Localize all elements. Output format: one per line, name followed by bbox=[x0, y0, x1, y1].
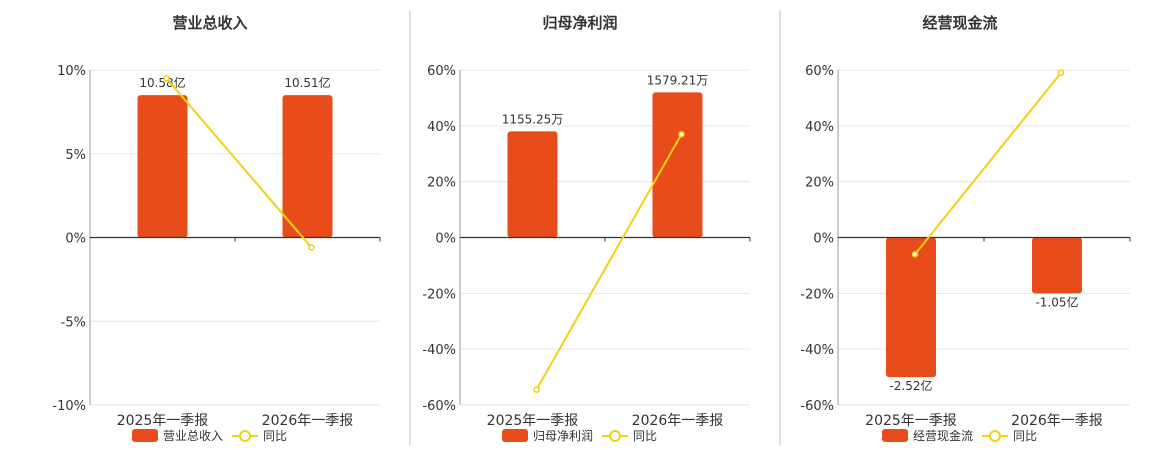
yoy-point bbox=[533, 386, 540, 393]
bar bbox=[137, 95, 188, 238]
bar bbox=[652, 92, 703, 238]
chart-1: 营业总收入 10% 5% 0% -5% -10% 10.58亿 10.51亿 2025年一季报 2… bbox=[52, 14, 381, 443]
y-tick-label: 60% bbox=[805, 64, 834, 79]
yoy-point bbox=[911, 251, 919, 258]
legend-bar-label: 营业总收入 bbox=[163, 429, 223, 443]
y-tick-label: -10% bbox=[52, 399, 86, 414]
chart-title: 经营现金流 bbox=[922, 14, 997, 32]
chart-title: 归母净利润 bbox=[542, 14, 617, 32]
y-tick-label: 60% bbox=[427, 64, 456, 79]
y-tick-label: 20% bbox=[427, 176, 456, 191]
bar-data-label: 1155.25万 bbox=[502, 112, 564, 126]
bar bbox=[1032, 237, 1082, 294]
yoy-point bbox=[1057, 69, 1065, 77]
category-label: 2025年一季报 bbox=[117, 413, 209, 429]
bar-data-label: 10.58亿 bbox=[139, 75, 185, 90]
yoy-point bbox=[163, 75, 170, 82]
y-tick-label: -20% bbox=[422, 287, 456, 302]
y-tick-label: 0% bbox=[65, 232, 86, 247]
legend-bar-swatch bbox=[502, 429, 528, 442]
y-tick-label: 40% bbox=[805, 120, 834, 135]
y-tick-label: 0% bbox=[813, 232, 834, 247]
y-tick-label: -20% bbox=[800, 287, 834, 302]
category-label: 2026年一季报 bbox=[1011, 413, 1103, 429]
bar-data-label: -1.05亿 bbox=[1035, 294, 1078, 309]
y-tick-label: 5% bbox=[65, 148, 86, 163]
bar bbox=[886, 237, 936, 378]
y-tick-label: -40% bbox=[422, 343, 456, 358]
yoy-point bbox=[678, 130, 685, 138]
yoy-line bbox=[914, 72, 1062, 255]
yoy-line bbox=[165, 77, 313, 249]
legend-line-label: 同比 bbox=[633, 429, 657, 443]
legend-bar-swatch bbox=[132, 429, 158, 442]
y-tick-label: -40% bbox=[800, 343, 834, 358]
y-tick-label: 20% bbox=[805, 176, 834, 191]
legend-line-label: 同比 bbox=[1013, 429, 1037, 443]
bar bbox=[282, 95, 333, 238]
yoy-line bbox=[535, 133, 683, 391]
category-label: 2025年一季报 bbox=[865, 413, 957, 429]
legend-bar-label: 经营现金流 bbox=[913, 428, 973, 443]
chart-2: 归母净利润 60% 40% 20% 0% -20% -40% -60% 1155.25万 1579… bbox=[422, 14, 751, 443]
y-tick-label: -5% bbox=[61, 315, 86, 330]
legend-line-label: 同比 bbox=[263, 429, 287, 443]
y-tick-label: 40% bbox=[427, 120, 456, 135]
y-tick-label: -60% bbox=[800, 399, 834, 414]
bar-data-label: 1579.21万 bbox=[647, 73, 709, 87]
category-label: 2026年一季报 bbox=[262, 413, 354, 429]
y-tick-label: 10% bbox=[57, 64, 86, 79]
category-label: 2026年一季报 bbox=[632, 413, 724, 429]
legend-line-marker bbox=[989, 430, 1001, 442]
y-tick-label: -60% bbox=[422, 399, 456, 414]
category-label: 2025年一季报 bbox=[487, 413, 579, 429]
legend-bar-label: 归母净利润 bbox=[533, 429, 593, 443]
bar-data-label: 10.51亿 bbox=[284, 75, 330, 90]
y-tick-label: 0% bbox=[435, 232, 456, 247]
bar-data-label: -2.52亿 bbox=[889, 378, 932, 393]
bar bbox=[507, 131, 558, 238]
chart-title: 营业总收入 bbox=[172, 14, 247, 32]
chart-3: 经营现金流 60% 40% 20% 0% -20% -40% -60% -2.52亿 -1.05亿… bbox=[800, 14, 1131, 443]
legend-line-marker bbox=[609, 430, 621, 442]
legend-bar-swatch bbox=[882, 429, 908, 442]
legend-line-marker bbox=[239, 430, 251, 442]
yoy-point bbox=[308, 244, 315, 251]
